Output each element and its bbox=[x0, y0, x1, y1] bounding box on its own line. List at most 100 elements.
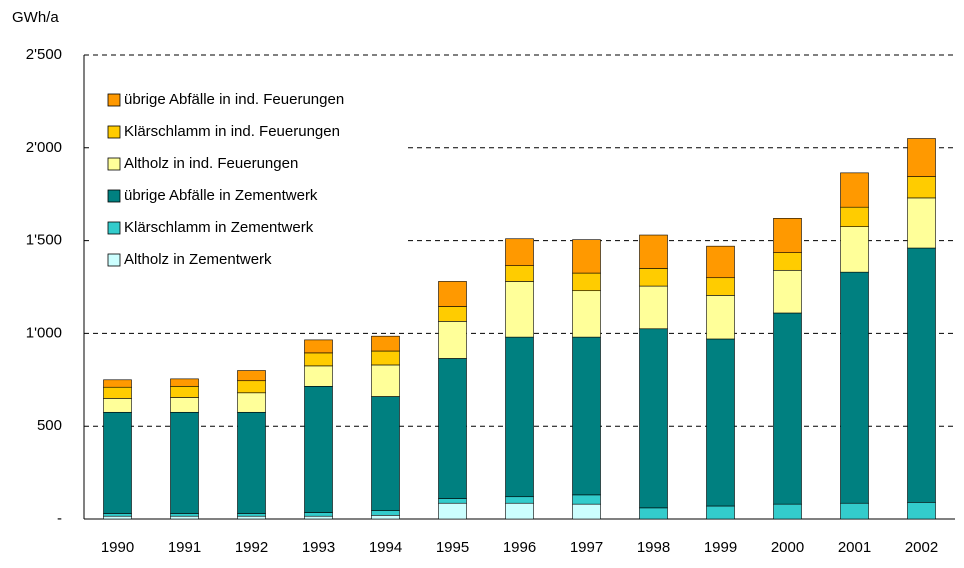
legend-swatch bbox=[107, 221, 121, 235]
legend-label: Klärschlamm in ind. Feuerungen bbox=[124, 123, 340, 140]
bar-segment bbox=[907, 501, 936, 520]
bar-segment bbox=[237, 370, 266, 382]
legend-swatch bbox=[107, 125, 121, 139]
bar-segment bbox=[639, 328, 668, 509]
bar-segment bbox=[773, 252, 802, 271]
y-axis-label: GWh/a bbox=[12, 9, 59, 26]
bar-segment bbox=[572, 239, 601, 274]
legend-swatch bbox=[107, 253, 121, 267]
bar-segment bbox=[371, 510, 400, 516]
x-tick-label: 1999 bbox=[704, 539, 737, 556]
bar-segment bbox=[639, 285, 668, 330]
x-tick-label: 1996 bbox=[503, 539, 536, 556]
y-tick-label: 2'500 bbox=[26, 46, 62, 63]
bar-segment bbox=[170, 411, 199, 514]
legend-label: übrige Abfälle in Zementwerk bbox=[124, 187, 318, 204]
bar-segment bbox=[505, 238, 534, 266]
x-tick-label: 2002 bbox=[905, 539, 938, 556]
legend-label: Klärschlamm in Zementwerk bbox=[124, 219, 314, 236]
bar-segment bbox=[639, 234, 668, 269]
bar-segment bbox=[103, 398, 132, 413]
bar-segment bbox=[840, 172, 869, 208]
bar-segment bbox=[907, 176, 936, 199]
bar-segment bbox=[505, 496, 534, 504]
legend-label: Altholz in ind. Feuerungen bbox=[124, 155, 298, 172]
bar-segment bbox=[438, 502, 467, 520]
bar-segment bbox=[505, 502, 534, 520]
bar-segment bbox=[371, 396, 400, 511]
bar-segment bbox=[907, 138, 936, 177]
bar-segment bbox=[237, 380, 266, 394]
x-tick-label: 1994 bbox=[369, 539, 402, 556]
bar-segment bbox=[371, 350, 400, 366]
x-tick-label: 1993 bbox=[302, 539, 335, 556]
bar-segment bbox=[438, 358, 467, 499]
bar-segment bbox=[103, 386, 132, 399]
bar-segment bbox=[371, 364, 400, 397]
bar-segment bbox=[237, 515, 266, 520]
bar-segment bbox=[371, 514, 400, 520]
bar-segment bbox=[572, 336, 601, 496]
bar-segment bbox=[706, 505, 735, 520]
bar-segment bbox=[840, 226, 869, 273]
bar-segment bbox=[170, 515, 199, 520]
x-tick-label: 2001 bbox=[838, 539, 871, 556]
bar-segment bbox=[438, 498, 467, 504]
bar-segment bbox=[572, 503, 601, 520]
bar-segment bbox=[706, 277, 735, 296]
bar-segment bbox=[237, 513, 266, 517]
bar-segment bbox=[371, 335, 400, 352]
bar-segment bbox=[304, 352, 333, 367]
x-tick-label: 1992 bbox=[235, 539, 268, 556]
bar-segment bbox=[907, 197, 936, 249]
y-tick-label: 2'000 bbox=[26, 139, 62, 156]
x-tick-label: 1990 bbox=[101, 539, 134, 556]
y-tick-label: 1'500 bbox=[26, 232, 62, 249]
bar-segment bbox=[706, 245, 735, 279]
x-tick-label: 1997 bbox=[570, 539, 603, 556]
bar-segment bbox=[304, 515, 333, 520]
x-tick-label: 1991 bbox=[168, 539, 201, 556]
bar-segment bbox=[237, 392, 266, 413]
legend-box bbox=[92, 82, 406, 282]
bar-segment bbox=[170, 397, 199, 413]
bar-segment bbox=[572, 494, 601, 505]
bar-segment bbox=[840, 206, 869, 227]
bar-segment bbox=[572, 290, 601, 338]
bar-segment bbox=[773, 503, 802, 520]
bar-segment bbox=[438, 281, 467, 307]
bar-segment bbox=[170, 513, 199, 517]
y-tick-label: 1'000 bbox=[26, 324, 62, 341]
legend-label: Altholz in Zementwerk bbox=[124, 251, 272, 268]
bar-segment bbox=[304, 339, 333, 354]
bar-segment bbox=[103, 411, 132, 514]
bar-segment bbox=[304, 365, 333, 387]
bar-segment bbox=[438, 321, 467, 359]
bar-segment bbox=[840, 502, 869, 520]
bar-segment bbox=[639, 507, 668, 520]
bar-segment bbox=[773, 269, 802, 314]
bar-segment bbox=[840, 271, 869, 504]
x-tick-label: 2000 bbox=[771, 539, 804, 556]
bar-segment bbox=[103, 513, 132, 517]
bar-segment bbox=[170, 385, 199, 398]
y-tick-label: 500 bbox=[37, 417, 62, 434]
bar-segment bbox=[907, 247, 936, 503]
bar-segment bbox=[706, 338, 735, 507]
bar-segment bbox=[505, 281, 534, 338]
bar-segment bbox=[304, 512, 333, 517]
bar-segment bbox=[170, 378, 199, 387]
bar-segment bbox=[438, 306, 467, 322]
bar-segment bbox=[773, 218, 802, 253]
legend-swatch bbox=[107, 157, 121, 171]
bar-segment bbox=[103, 379, 132, 388]
bar-segment bbox=[103, 515, 132, 520]
bar-segment bbox=[304, 385, 333, 513]
x-tick-label: 1998 bbox=[637, 539, 670, 556]
legend-label: übrige Abfälle in ind. Feuerungen bbox=[124, 91, 344, 108]
bar-segment bbox=[505, 265, 534, 282]
bar-segment bbox=[505, 336, 534, 498]
y-tick-label: - bbox=[57, 510, 62, 527]
bar-segment bbox=[639, 268, 668, 287]
legend-swatch bbox=[107, 93, 121, 107]
